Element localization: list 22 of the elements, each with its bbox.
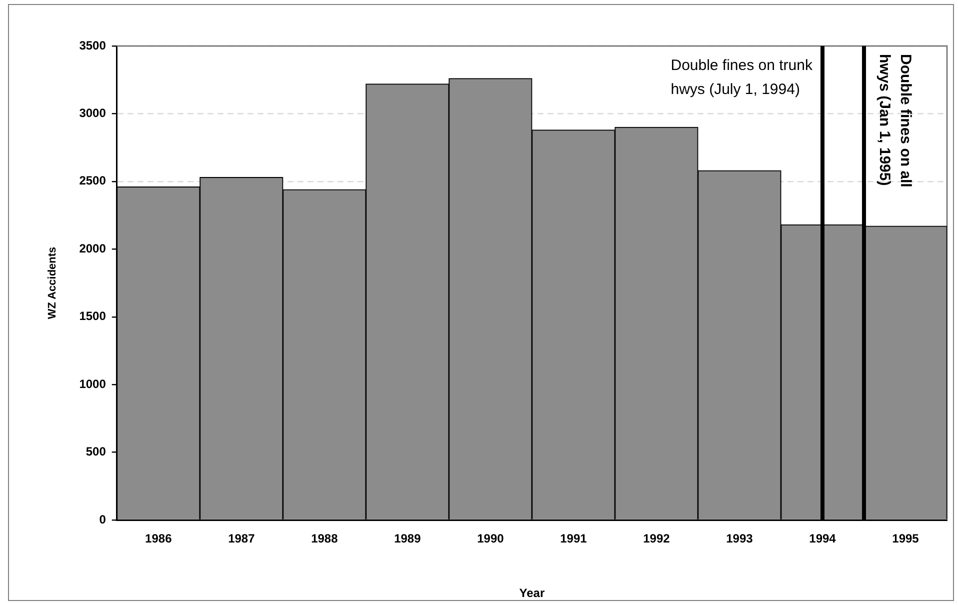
x-tick-label: 1994 bbox=[809, 532, 836, 546]
y-axis-title: WZ Accidents bbox=[46, 246, 59, 320]
y-tick-label: 3000 bbox=[79, 106, 106, 120]
ref-line-label: Double fines on all hwys (Jan 1, 1995) bbox=[876, 54, 914, 188]
y-tick-label: 2000 bbox=[79, 241, 106, 256]
x-tick-label: 1995 bbox=[892, 532, 920, 546]
x-tick-label: 1986 bbox=[145, 532, 172, 546]
y-tick-label: 1500 bbox=[79, 309, 106, 324]
x-axis-title: Year bbox=[519, 586, 545, 600]
y-tick-label: 1000 bbox=[79, 376, 106, 391]
y-tick-label: 0 bbox=[99, 512, 106, 526]
x-tick-label: 1987 bbox=[228, 532, 256, 546]
y-tick-label: 500 bbox=[86, 444, 106, 459]
y-tick-label: 3500 bbox=[79, 38, 106, 52]
x-tick-label: 1988 bbox=[311, 532, 338, 546]
x-tick-label: 1991 bbox=[560, 532, 588, 546]
y-tick-label: 2500 bbox=[79, 174, 106, 188]
x-tick-label: 1993 bbox=[726, 532, 754, 546]
x-tick-label: 1990 bbox=[477, 532, 504, 546]
x-tick-label: 1992 bbox=[643, 532, 670, 546]
x-tick-label: 1989 bbox=[394, 532, 422, 546]
ref-line-label: Double fines on trunk hwys (July 1, 1994) bbox=[670, 57, 813, 98]
